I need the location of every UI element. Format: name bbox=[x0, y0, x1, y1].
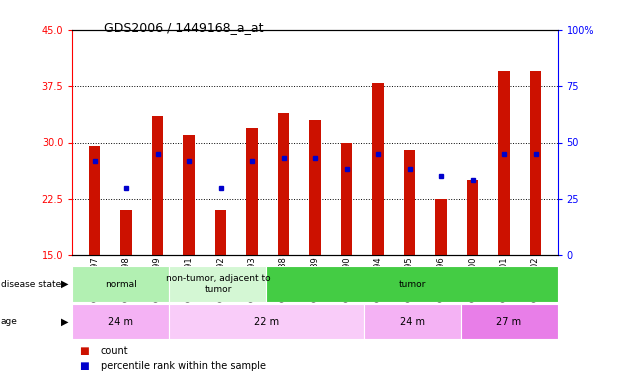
Text: normal: normal bbox=[105, 280, 137, 289]
Bar bbox=[72, 266, 169, 302]
Text: ■: ■ bbox=[79, 346, 88, 355]
Bar bbox=[246, 128, 258, 255]
Text: 24 m: 24 m bbox=[108, 316, 134, 327]
Bar bbox=[467, 180, 478, 255]
Bar bbox=[215, 210, 226, 255]
Bar bbox=[341, 142, 352, 255]
Bar bbox=[169, 304, 364, 339]
Text: ▶: ▶ bbox=[61, 279, 69, 289]
Text: 24 m: 24 m bbox=[399, 316, 425, 327]
Text: 22 m: 22 m bbox=[254, 316, 279, 327]
Bar bbox=[169, 266, 266, 302]
Text: non-tumor, adjacent to
tumor: non-tumor, adjacent to tumor bbox=[166, 274, 270, 294]
Bar bbox=[183, 135, 195, 255]
Bar bbox=[278, 112, 289, 255]
Bar bbox=[435, 199, 447, 255]
Bar bbox=[498, 71, 510, 255]
Bar bbox=[404, 150, 415, 255]
Text: ▶: ▶ bbox=[61, 316, 69, 327]
Text: count: count bbox=[101, 346, 129, 355]
Bar bbox=[364, 304, 461, 339]
Bar bbox=[530, 71, 541, 255]
Bar bbox=[72, 304, 169, 339]
Text: tumor: tumor bbox=[398, 280, 426, 289]
Text: ■: ■ bbox=[79, 361, 88, 370]
Bar bbox=[152, 116, 163, 255]
Text: age: age bbox=[1, 317, 18, 326]
Text: disease state: disease state bbox=[1, 280, 61, 289]
Bar bbox=[89, 146, 100, 255]
Text: 27 m: 27 m bbox=[496, 316, 522, 327]
Bar bbox=[266, 266, 558, 302]
Bar bbox=[120, 210, 132, 255]
Bar bbox=[309, 120, 321, 255]
Text: GDS2006 / 1449168_a_at: GDS2006 / 1449168_a_at bbox=[104, 21, 263, 34]
Bar bbox=[461, 304, 558, 339]
Bar bbox=[372, 82, 384, 255]
Text: percentile rank within the sample: percentile rank within the sample bbox=[101, 361, 266, 370]
